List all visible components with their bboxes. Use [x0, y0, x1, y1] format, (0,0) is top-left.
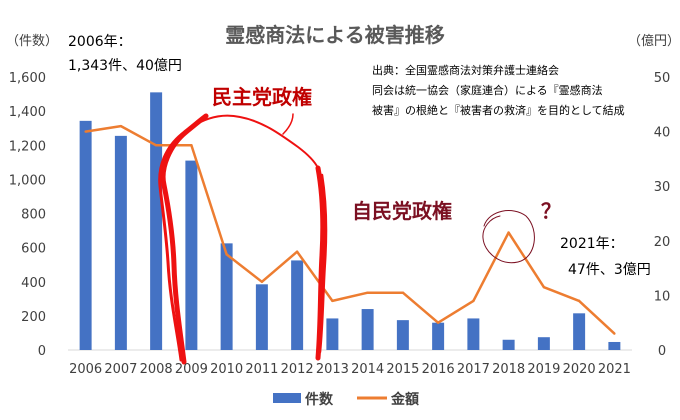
- x-tick-label: 2021: [598, 362, 631, 377]
- x-tick-label: 2017: [457, 362, 490, 377]
- bar: [185, 160, 198, 350]
- y-left-label: （件数）: [6, 34, 58, 49]
- amount-point: [577, 299, 581, 303]
- y-left-tick-label: 1,000: [9, 173, 46, 188]
- amount-point: [295, 250, 299, 253]
- y-left-tick-label: 1,200: [9, 139, 46, 154]
- source-line1: 出典：全国霊感商法対策弁護士連絡会: [372, 63, 559, 77]
- x-tick-label: 2010: [210, 362, 243, 377]
- amount-point: [366, 291, 369, 294]
- red-marker-top-stroke: [189, 114, 319, 169]
- bar: [537, 337, 550, 350]
- y-left-tick-label: 800: [21, 208, 46, 223]
- end-annotation-line1: 2021年：: [560, 236, 624, 252]
- x-tick-label: 2018: [492, 362, 525, 377]
- x-tick-label: 2006: [69, 362, 102, 377]
- bar: [326, 318, 339, 350]
- legend-label-amount: 金額: [390, 391, 419, 408]
- x-tick-label: 2015: [386, 362, 419, 377]
- amount-point: [436, 321, 440, 324]
- amount-point: [331, 299, 334, 303]
- bar: [361, 309, 374, 350]
- amount-point: [472, 299, 475, 303]
- amount-point: [119, 124, 123, 128]
- amount-point: [613, 332, 616, 335]
- bar: [79, 120, 92, 351]
- bar: [467, 318, 480, 350]
- legend: 件数 金額: [273, 391, 419, 408]
- y-right-tick-label: 50: [654, 71, 671, 86]
- start-annotation-line2: 1,343件、40億円: [68, 58, 182, 74]
- bar-series: [79, 92, 621, 351]
- bar: [255, 284, 268, 350]
- y-left-tick-label: 400: [21, 276, 46, 291]
- bar: [220, 243, 233, 350]
- y-right-tick-label: 30: [654, 180, 671, 195]
- amount-point: [401, 291, 405, 294]
- x-tick-label: 2014: [351, 362, 384, 377]
- bar: [396, 320, 409, 350]
- red-marker-right-stroke-2: [318, 173, 328, 354]
- source-line2: 同会は統一協会（家庭連合）による『霊感商法: [372, 83, 603, 97]
- dpj-label: 民主党政権: [212, 85, 312, 109]
- legend-label-count: 件数: [305, 391, 334, 408]
- y-right-tick-label: 40: [654, 126, 671, 141]
- y-left-axis: 0 200 400 600 800 1,000 1,200 1,400 1,600: [9, 71, 46, 359]
- amount-point: [225, 253, 228, 256]
- amount-point: [260, 280, 264, 283]
- red-marker-left-stroke: [160, 113, 209, 365]
- amount-point: [507, 231, 510, 234]
- x-tick-label: 2019: [527, 362, 560, 377]
- y-right-axis: 0 10 20 30 40 50: [654, 71, 671, 359]
- amount-point: [154, 144, 158, 147]
- bar: [150, 92, 163, 350]
- amount-point: [84, 130, 87, 133]
- y-right-tick-label: 0: [658, 344, 666, 359]
- ldp-label: 自民党政権: [352, 199, 452, 223]
- x-tick-label: 2016: [422, 362, 455, 377]
- hand-drawn-circle: [482, 210, 535, 264]
- question-mark: ？: [541, 199, 561, 223]
- y-left-tick-label: 1,600: [9, 71, 46, 86]
- x-tick-label: 2009: [175, 362, 208, 377]
- source-line3: 被害』の根絶と『被害者の救済』を目的として結成: [372, 103, 625, 117]
- x-tick-label: 2012: [281, 362, 314, 377]
- start-annotation-line1: 2006年：: [68, 34, 132, 50]
- bar: [114, 135, 127, 350]
- red-marker-hook: [282, 113, 294, 135]
- y-left-tick-label: 200: [21, 310, 46, 325]
- y-right-tick-label: 10: [654, 289, 671, 304]
- x-axis: 2006 2007 2008 2009 2010 2011 2012 2013 2014 2015…: [69, 362, 631, 377]
- x-tick-label: 2008: [140, 362, 173, 377]
- end-annotation-line2: 47件、3億円: [568, 262, 651, 278]
- chart-title: 霊感商法による被害推移: [225, 23, 444, 47]
- bar: [608, 341, 621, 350]
- x-tick-label: 2020: [563, 362, 596, 377]
- y-right-label: （億円）: [628, 33, 680, 49]
- x-tick-label: 2011: [245, 362, 278, 377]
- x-tick-label: 2013: [316, 362, 349, 377]
- bar: [432, 322, 445, 350]
- red-marker-right-stroke: [315, 165, 326, 361]
- y-right-tick-label: 20: [654, 235, 671, 250]
- bar: [573, 313, 586, 350]
- amount-point: [190, 144, 193, 147]
- y-left-tick-label: 0: [38, 344, 46, 359]
- amount-point: [542, 286, 546, 289]
- bar: [502, 339, 515, 350]
- legend-swatch-count: [273, 393, 301, 403]
- bar: [291, 260, 304, 350]
- x-tick-label: 2007: [104, 362, 137, 377]
- y-left-tick-label: 1,400: [9, 105, 46, 120]
- red-marker-left-stroke-2: [158, 132, 184, 362]
- y-left-tick-label: 600: [21, 242, 46, 257]
